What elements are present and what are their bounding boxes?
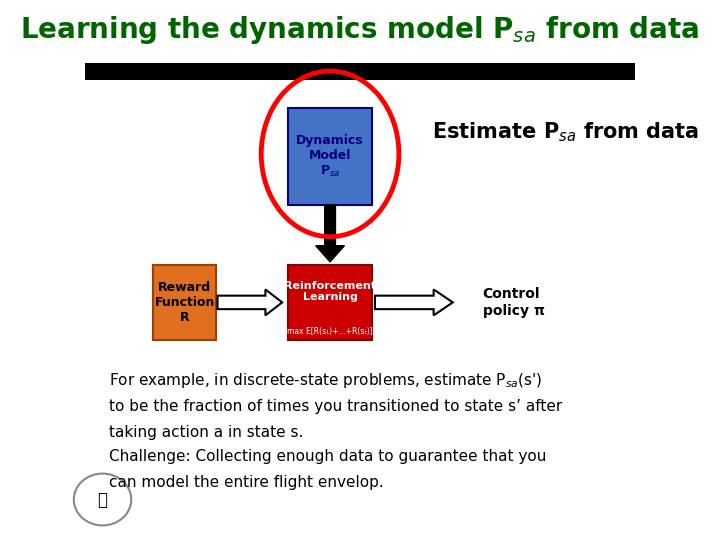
Text: Control
policy π: Control policy π: [482, 287, 545, 318]
Text: Dynamics
Model
P$_{sa}$: Dynamics Model P$_{sa}$: [296, 134, 364, 179]
FancyArrow shape: [315, 205, 344, 262]
Text: taking action a in state s.: taking action a in state s.: [109, 425, 303, 440]
Text: max E[R(s₁)+...+R(sₜ)]: max E[R(s₁)+...+R(sₜ)]: [287, 327, 373, 336]
Text: For example, in discrete-state problems, estimate P$_{sa}$(s'): For example, in discrete-state problems,…: [109, 371, 542, 390]
FancyArrow shape: [217, 289, 282, 315]
Text: to be the fraction of times you transitioned to state s’ after: to be the fraction of times you transiti…: [109, 399, 562, 414]
Text: Reinforcement
Learning: Reinforcement Learning: [284, 281, 376, 302]
FancyBboxPatch shape: [84, 63, 636, 80]
FancyArrow shape: [375, 289, 453, 315]
FancyBboxPatch shape: [288, 265, 372, 340]
FancyBboxPatch shape: [288, 108, 372, 205]
Text: can model the entire flight envelop.: can model the entire flight envelop.: [109, 475, 383, 490]
Text: Estimate P$_{sa}$ from data: Estimate P$_{sa}$ from data: [432, 120, 699, 144]
FancyBboxPatch shape: [153, 265, 216, 340]
Text: 🌲: 🌲: [97, 490, 107, 509]
Text: Reward
Function
R: Reward Function R: [155, 281, 215, 324]
Text: Challenge: Collecting enough data to guarantee that you: Challenge: Collecting enough data to gua…: [109, 449, 546, 464]
Text: Learning the dynamics model P$_{sa}$ from data: Learning the dynamics model P$_{sa}$ fro…: [20, 14, 700, 46]
